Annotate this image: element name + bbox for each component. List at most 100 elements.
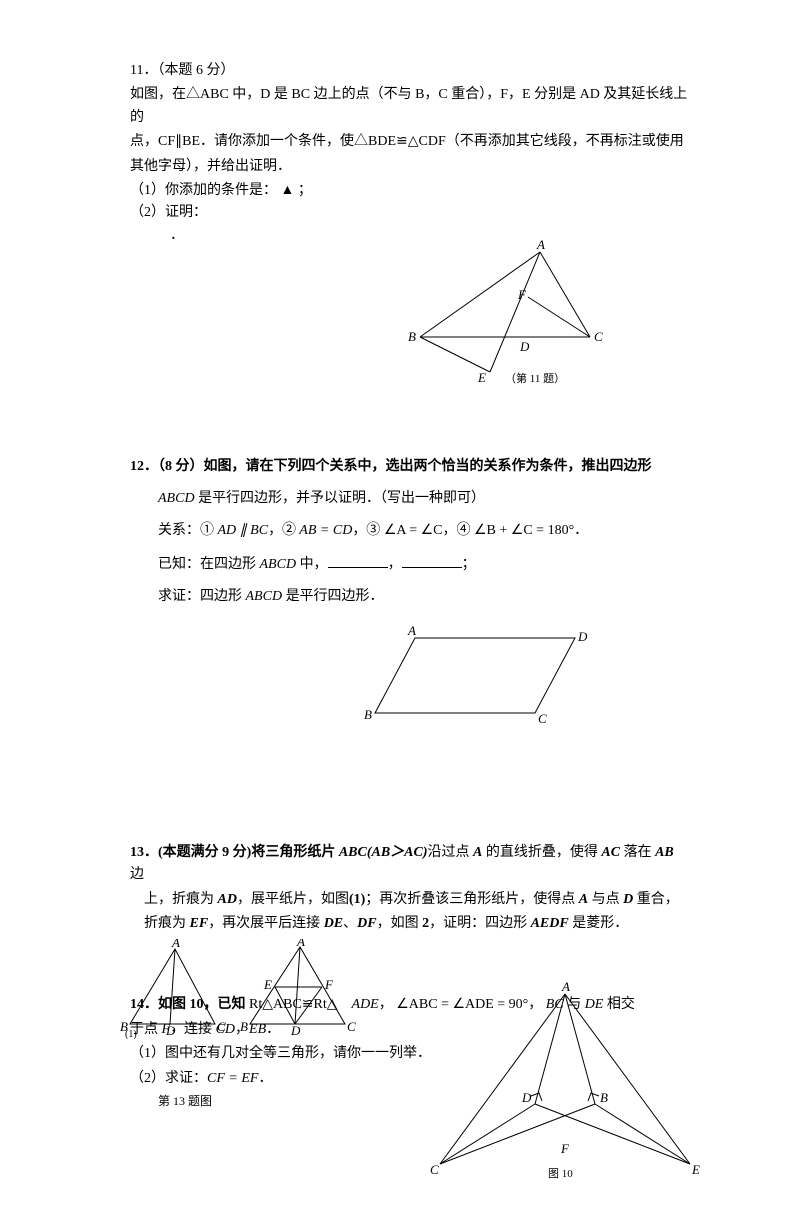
q14-F: F — [162, 1022, 171, 1037]
svg-text:A: A — [171, 939, 180, 950]
q13-AD: AD — [218, 892, 237, 907]
q13-l3-mid: ，再次展平后连接 — [208, 916, 324, 931]
svg-text:F: F — [324, 977, 334, 992]
svg-text:E: E — [691, 1162, 700, 1177]
q14-h-pre: 14．如图 10，已知 — [130, 997, 249, 1012]
q12-prove-mid: ABCD — [246, 589, 283, 604]
q11-header: 11．（本题 6 分） — [130, 60, 690, 82]
q14-rt: Rt△ABC≌Rt△ — [249, 997, 338, 1012]
q13-l2-mid3: 与点 — [588, 892, 623, 907]
q14-sep: ， — [379, 997, 393, 1012]
q12-relations: 关系：① AD ∥ BC，② AB = CD，③ ∠A = ∠C，④ ∠B + … — [158, 520, 690, 542]
q12-given-end: ； — [462, 557, 476, 572]
q11-blank-triangle: ▲ — [281, 183, 295, 198]
svg-text:D: D — [521, 1090, 532, 1105]
q11-sub1-pre: （1）你添加的条件是： — [130, 183, 277, 198]
q12-blank1 — [328, 553, 388, 568]
q14-s2-end: ． — [258, 1071, 272, 1086]
q12-label-D: D — [577, 629, 588, 644]
q13-line3: 折痕为 EF，再次展平后连接 DE、DF，如图 2，证明：四边形 AEDF 是菱… — [144, 913, 690, 935]
svg-text:图 10: 图 10 — [548, 1167, 573, 1179]
q13-header-pre: 13．(本题满分 9 分)将三角形纸片 — [130, 845, 339, 860]
q14-l2-sep: ， — [235, 1022, 249, 1037]
q12-rel3: ∠A = ∠C — [380, 523, 442, 538]
q13-EF: EF — [190, 916, 209, 931]
q14-l2-mid: ，连接 — [170, 1022, 216, 1037]
q12-blank2 — [402, 553, 462, 568]
q14-CD: CD — [216, 1022, 235, 1037]
q13-l2-pre: 上，折痕为 — [144, 892, 218, 907]
q13-h-mid3: 落在 — [620, 845, 655, 860]
q11-line3: 其他字母），并给出证明． — [130, 156, 690, 178]
q12-label-A: A — [407, 623, 416, 638]
q14-l2-end: ． — [266, 1022, 280, 1037]
q14-figure: A C E B D F 图 10 — [430, 979, 690, 1187]
document-page: 11．（本题 6 分） 如图，在△ABC 中，D 是 BC 边上的点（不与 B，… — [0, 0, 800, 1228]
q13-DF: DF — [357, 916, 376, 931]
q12-rel-label: 关系：① — [158, 523, 214, 538]
q13-line1: 13．(本题满分 9 分)将三角形纸片 ABC(AB＞AC)沿过点 A 的直线折… — [130, 842, 690, 887]
q11-label-D: D — [519, 339, 530, 354]
q12-rel-end: ． — [574, 523, 588, 538]
q13-D: D — [623, 892, 633, 907]
q13-DE: DE — [324, 916, 343, 931]
q11-figure: D A B C F E （第 11 题） — [400, 237, 690, 395]
q12-label-B: B — [364, 707, 372, 722]
q12-header-l2-post: 是平行四边形，并予以证明．（写出一种即可） — [195, 491, 486, 506]
q13-l3-pre: 折痕为 — [144, 916, 190, 931]
q13-A2: A — [579, 892, 588, 907]
svg-text:C: C — [430, 1162, 439, 1177]
q13-AB: AB — [655, 845, 674, 860]
q13-l3-end: 是菱形． — [569, 916, 629, 931]
q12-sep1: ，② — [268, 523, 296, 538]
q11-svg: D A B C F E （第 11 题） — [400, 237, 620, 387]
q12-label-C: C — [538, 711, 547, 726]
q11-sub2: （2）证明： — [130, 202, 690, 224]
q14-svg: A C E B D F 图 10 — [430, 979, 700, 1179]
q11: 11．（本题 6 分） 如图，在△ABC 中，D 是 BC 边上的点（不与 B，… — [130, 60, 690, 396]
q14-ade: ADE — [352, 997, 379, 1012]
q12: 12．（8 分）如图，请在下列四个关系中，选出两个恰当的关系作为条件，推出四边形… — [130, 456, 690, 742]
q12-figure: A D B C — [360, 623, 690, 741]
q13-l3-mid3: ，证明：四边形 — [429, 916, 531, 931]
q12-given-mid: ABCD — [260, 557, 297, 572]
q11-label-E: E — [477, 370, 486, 385]
q12-sep2: ，③ — [352, 523, 380, 538]
q12-abcd: ABCD — [158, 491, 195, 506]
q13-h-mid: 沿过点 — [428, 845, 474, 860]
q13-l3-sep: 、 — [343, 916, 357, 931]
q11-line2: 点，CF∥BE．请你添加一个条件，使△BDE≌△CDF（不再添加其它线段，不再标… — [130, 131, 690, 153]
q12-rel4: ∠B + ∠C = 180° — [471, 523, 575, 538]
q13-fig1: (1) — [349, 892, 365, 907]
q12-given-post: 中， — [296, 557, 328, 572]
svg-text:A: A — [561, 979, 570, 994]
q11-caption: （第 11 题） — [505, 371, 565, 385]
q13-line2: 上，折痕为 AD，展平纸片，如图(1)；再次折叠该三角形纸片，使得点 A 与点 … — [144, 889, 690, 911]
svg-text:F: F — [560, 1141, 570, 1156]
q12-header-l2: ABCD 是平行四边形，并予以证明．（写出一种即可） — [158, 488, 690, 510]
q13-abc: ABC(AB＞AC) — [339, 845, 428, 860]
q12-rel2: AB = CD — [296, 523, 352, 538]
q12-prove-pre: 求证：四边形 — [158, 589, 246, 604]
q11-sub1: （1）你添加的条件是： ▲ ； — [130, 180, 690, 202]
q14-l2-pre: 于点 — [130, 1022, 162, 1037]
q13-h-mid2: 的直线折叠，使得 — [482, 845, 601, 860]
q13-l2-mid2: ；再次折叠该三角形纸片，使得点 — [365, 892, 579, 907]
q11-label-C: C — [594, 329, 603, 344]
q13-l2-end: 重合， — [633, 892, 679, 907]
q12-prove: 求证：四边形 ABCD 是平行四边形． — [158, 586, 690, 608]
q12-given: 已知：在四边形 ABCD 中，，； — [158, 553, 690, 576]
q11-label-B: B — [408, 329, 416, 344]
q13-A: A — [473, 845, 482, 860]
q14-EB: EB — [249, 1022, 266, 1037]
q11-label-A: A — [536, 237, 545, 252]
q14-s2-pre: （2）求证： — [130, 1071, 207, 1086]
q13-l2-mid: ，展平纸片，如图 — [237, 892, 349, 907]
q12-given-pre: 已知：在四边形 — [158, 557, 260, 572]
q12-prove-post: 是平行四边形． — [282, 589, 384, 604]
q12-svg: A D B C — [360, 623, 600, 733]
q13-AC: AC — [601, 845, 620, 860]
svg-text:B: B — [600, 1090, 608, 1105]
q11-label-F: F — [517, 287, 527, 302]
q13-l3-mid2: ，如图 — [377, 916, 423, 931]
